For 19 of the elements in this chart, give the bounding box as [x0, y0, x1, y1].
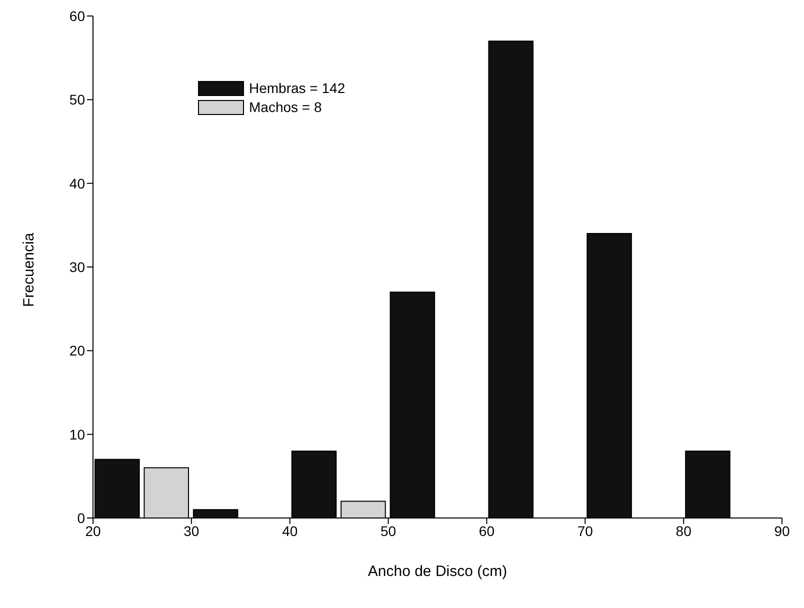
- y-tick-label: 10: [69, 426, 86, 442]
- y-tick-label: 20: [69, 342, 86, 359]
- x-tick-label: 60: [478, 522, 495, 539]
- x-tick-label: 40: [282, 522, 298, 539]
- x-tick-label: 20: [85, 522, 101, 539]
- x-tick-label: 70: [577, 522, 594, 539]
- legend-label: Hembras = 142: [249, 80, 346, 96]
- y-tick-label: 50: [69, 92, 86, 108]
- y-tick-label: 0: [77, 510, 86, 526]
- x-tick-label: 80: [676, 522, 692, 539]
- legend-label: Machos = 8: [249, 99, 322, 115]
- y-axis-title: Frecuencia: [20, 232, 38, 307]
- x-tick-label: 90: [774, 522, 790, 539]
- y-tick-label: 60: [69, 8, 86, 24]
- x-tick-label: 30: [184, 522, 200, 539]
- y-tick-label: 30: [69, 258, 86, 275]
- x-axis-title: Ancho de Disco (cm): [368, 563, 508, 580]
- y-tick-label: 40: [69, 175, 86, 192]
- x-tick-label: 50: [380, 522, 396, 539]
